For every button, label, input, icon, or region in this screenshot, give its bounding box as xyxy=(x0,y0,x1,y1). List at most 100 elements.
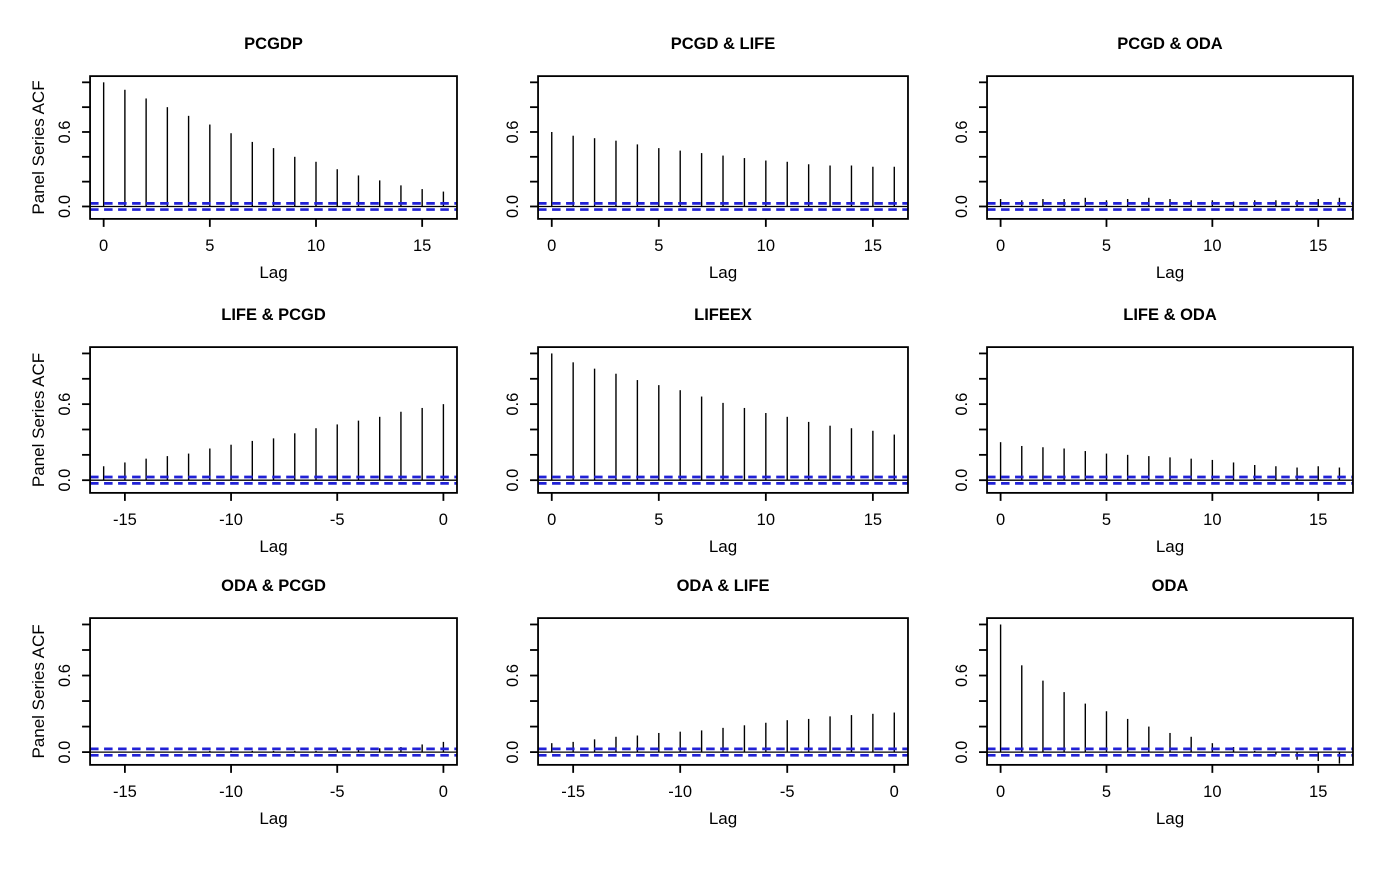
y-axis-label: Panel Series ACF xyxy=(29,625,48,759)
y-tick-label: 0.6 xyxy=(953,121,971,144)
x-tick-label: 0 xyxy=(889,783,898,801)
x-axis-label: Lag xyxy=(1156,263,1184,282)
x-tick-label: 0 xyxy=(547,511,556,529)
x-tick-label: 15 xyxy=(1309,511,1327,529)
y-tick-label: 0.6 xyxy=(953,664,971,687)
acf-panel-pcgd-life: PCGD & LIFE 0.0 0.6 0 5 10 15 Lag xyxy=(467,0,934,289)
x-tick-label: -5 xyxy=(330,511,345,529)
x-tick-label: 10 xyxy=(1203,237,1221,255)
x-axis-label: Lag xyxy=(259,263,287,282)
acf-panel-pcgd-oda: PCGD & ODA 0.0 0.6 0 5 10 15 Lag xyxy=(933,0,1400,289)
acf-panel-oda-pcgd: ODA & PCGD 0.0 0.6 -15 -10 -5 0 Lag Panel Series… xyxy=(0,577,467,866)
x-tick-label: -5 xyxy=(330,783,345,801)
y-tick-label: 0.0 xyxy=(504,468,522,491)
plot-box xyxy=(536,617,909,767)
x-tick-label: 10 xyxy=(1203,511,1221,529)
plot-box xyxy=(986,75,1355,220)
plot-box xyxy=(986,345,1355,494)
acf-plot-svg: PCGDP 0.0 0.6 0 5 10 15 Lag Panel Series ACF xyxy=(29,35,458,282)
x-tick-label: 0 xyxy=(547,237,556,255)
y-tick-label: 0.0 xyxy=(56,195,74,218)
x-tick-label: 5 xyxy=(205,237,214,255)
x-axis-label: Lag xyxy=(708,537,736,556)
x-axis-label: Lag xyxy=(1156,809,1184,828)
acf-plot-svg: ODA & PCGD 0.0 0.6 -15 -10 -5 0 Lag Panel Series… xyxy=(29,577,458,828)
x-tick-label: -15 xyxy=(561,783,585,801)
x-tick-label: 10 xyxy=(307,237,325,255)
y-tick-label: 0.0 xyxy=(504,195,522,218)
y-tick-label: 0.0 xyxy=(56,468,74,491)
panel-title: LIFE & ODA xyxy=(1124,306,1218,324)
y-tick-label: 0.6 xyxy=(56,392,74,415)
x-tick-label: 0 xyxy=(439,511,448,529)
x-tick-label: -15 xyxy=(113,783,137,801)
y-axis-label: Panel Series ACF xyxy=(29,353,48,487)
acf-panel-life-oda: LIFE & ODA 0.0 0.6 0 5 10 15 Lag xyxy=(933,289,1400,578)
x-tick-label: 0 xyxy=(996,511,1005,529)
x-tick-label: 5 xyxy=(654,511,663,529)
y-tick-label: 0.0 xyxy=(953,741,971,764)
y-tick-label: 0.0 xyxy=(953,195,971,218)
y-tick-label: 0.0 xyxy=(504,741,522,764)
y-axis-label: Panel Series ACF xyxy=(29,80,48,214)
x-tick-label: 15 xyxy=(413,237,431,255)
x-tick-label: 15 xyxy=(1309,783,1327,801)
x-tick-label: 5 xyxy=(654,237,663,255)
acf-plot-svg: LIFE & ODA 0.0 0.6 0 5 10 15 Lag xyxy=(953,306,1355,556)
acf-plot-svg: PCGD & ODA 0.0 0.6 0 5 10 15 Lag xyxy=(953,35,1355,282)
y-tick-label: 0.6 xyxy=(56,664,74,687)
panel-title: PCGDP xyxy=(244,35,303,53)
acf-panel-life-pcgd: LIFE & PCGD 0.0 0.6 -15 -10 -5 0 Lag Panel Serie… xyxy=(0,289,467,578)
x-axis-label: Lag xyxy=(1156,537,1184,556)
y-tick-label: 0.6 xyxy=(504,392,522,415)
acf-panel-oda-life: ODA & LIFE 0.0 0.6 -15 -10 -5 0 Lag xyxy=(467,577,934,866)
acf-plot-svg: ODA 0.0 0.6 0 5 10 15 Lag xyxy=(953,577,1355,828)
panel-title: PCGD & ODA xyxy=(1118,35,1224,53)
plot-box xyxy=(89,617,458,767)
y-tick-label: 0.6 xyxy=(504,121,522,144)
x-tick-label: 10 xyxy=(756,511,774,529)
x-tick-label: -15 xyxy=(113,511,137,529)
x-tick-label: 15 xyxy=(863,511,881,529)
acf-plot-svg: ODA & LIFE 0.0 0.6 -15 -10 -5 0 Lag xyxy=(504,577,909,828)
plot-box xyxy=(89,75,458,220)
panel-title: LIFE & PCGD xyxy=(221,306,326,324)
plot-box xyxy=(536,75,909,220)
x-tick-label: -5 xyxy=(780,783,795,801)
x-tick-label: 0 xyxy=(996,237,1005,255)
acf-plot-svg: LIFE & PCGD 0.0 0.6 -15 -10 -5 0 Lag Panel Serie… xyxy=(29,306,458,556)
x-axis-label: Lag xyxy=(708,809,736,828)
panel-title: ODA & PCGD xyxy=(221,577,326,595)
x-axis-label: Lag xyxy=(708,263,736,282)
x-tick-label: -10 xyxy=(219,511,243,529)
plot-box xyxy=(986,617,1355,767)
panel-title: ODA xyxy=(1152,577,1189,595)
x-tick-label: 10 xyxy=(756,237,774,255)
x-axis-label: Lag xyxy=(259,809,287,828)
y-tick-label: 0.6 xyxy=(56,121,74,144)
y-tick-label: 0.6 xyxy=(953,392,971,415)
x-tick-label: 5 xyxy=(1102,511,1111,529)
panel-title: PCGD & LIFE xyxy=(670,35,775,53)
acf-plot-svg: PCGD & LIFE 0.0 0.6 0 5 10 15 Lag xyxy=(504,35,909,282)
x-tick-label: 0 xyxy=(439,783,448,801)
panel-title: LIFEEX xyxy=(694,306,752,324)
x-tick-label: 15 xyxy=(1309,237,1327,255)
y-tick-label: 0.0 xyxy=(56,741,74,764)
x-tick-label: -10 xyxy=(668,783,692,801)
x-axis-label: Lag xyxy=(259,537,287,556)
x-tick-label: 5 xyxy=(1102,237,1111,255)
x-tick-label: 10 xyxy=(1203,783,1221,801)
acf-panel-oda: ODA 0.0 0.6 0 5 10 15 Lag xyxy=(933,577,1400,866)
x-tick-label: 0 xyxy=(996,783,1005,801)
panel-title: ODA & LIFE xyxy=(676,577,769,595)
acf-panel-pcgdp: PCGDP 0.0 0.6 0 5 10 15 Lag Panel Series ACF xyxy=(0,0,467,289)
plot-box xyxy=(536,345,909,494)
acf-panel-lifeex: LIFEEX 0.0 0.6 0 5 10 15 Lag xyxy=(467,289,934,578)
acf-plot-svg: LIFEEX 0.0 0.6 0 5 10 15 Lag xyxy=(504,306,909,556)
plot-box xyxy=(89,345,458,494)
x-tick-label: 15 xyxy=(863,237,881,255)
y-tick-label: 0.6 xyxy=(504,664,522,687)
x-tick-label: -10 xyxy=(219,783,243,801)
